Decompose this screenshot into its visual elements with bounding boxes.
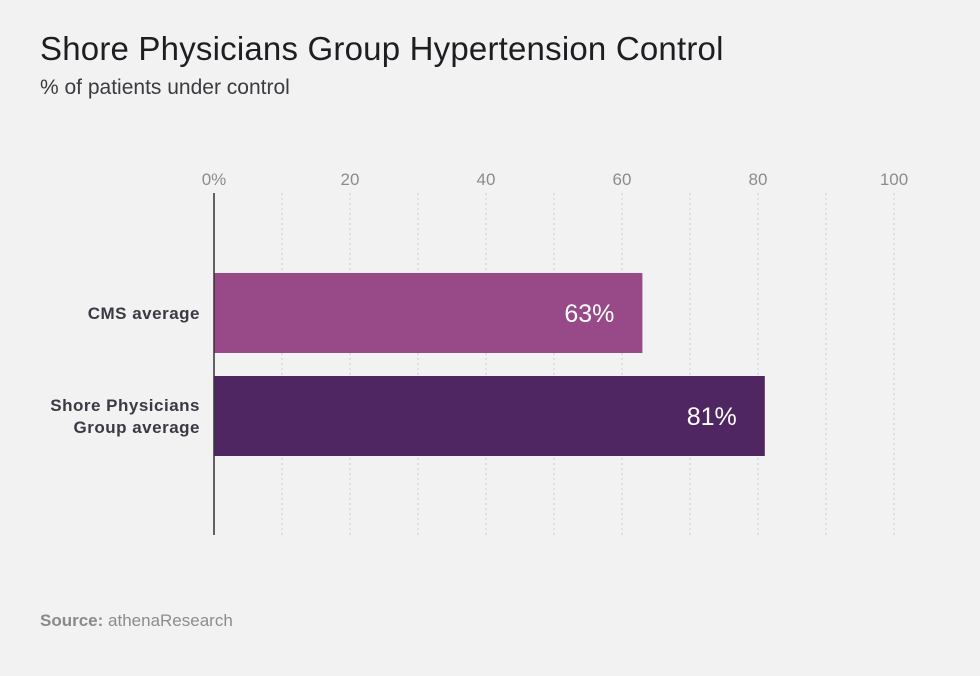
- source-label: Source:: [40, 611, 104, 630]
- x-tick-label: 40: [477, 170, 496, 189]
- bars: [214, 273, 765, 456]
- source-value: athenaResearch: [108, 611, 233, 630]
- category-label: Shore Physicians: [50, 396, 200, 415]
- bar: [214, 376, 765, 456]
- gridlines: [281, 193, 895, 535]
- x-tick-label: 60: [613, 170, 632, 189]
- x-tick-label: 80: [749, 170, 768, 189]
- source-note: Source: athenaResearch: [40, 611, 233, 631]
- bar: [214, 273, 643, 353]
- x-tick-label: 20: [341, 170, 360, 189]
- data-label: 81%: [687, 403, 737, 431]
- x-tick-label: 100: [880, 170, 908, 189]
- data-labels: 63% 81%: [564, 300, 736, 431]
- data-label: 63%: [564, 300, 614, 328]
- chart-subtitle: % of patients under control: [40, 76, 290, 99]
- category-label: CMS average: [88, 304, 200, 323]
- x-axis-ticks: 0% 20 40 60 80 100: [202, 170, 908, 189]
- category-labels: CMS average Shore Physicians Group average: [50, 304, 201, 437]
- category-label: Group average: [74, 418, 201, 437]
- chart-title: Shore Physicians Group Hypertension Cont…: [40, 30, 724, 67]
- x-tick-label: 0%: [202, 170, 227, 189]
